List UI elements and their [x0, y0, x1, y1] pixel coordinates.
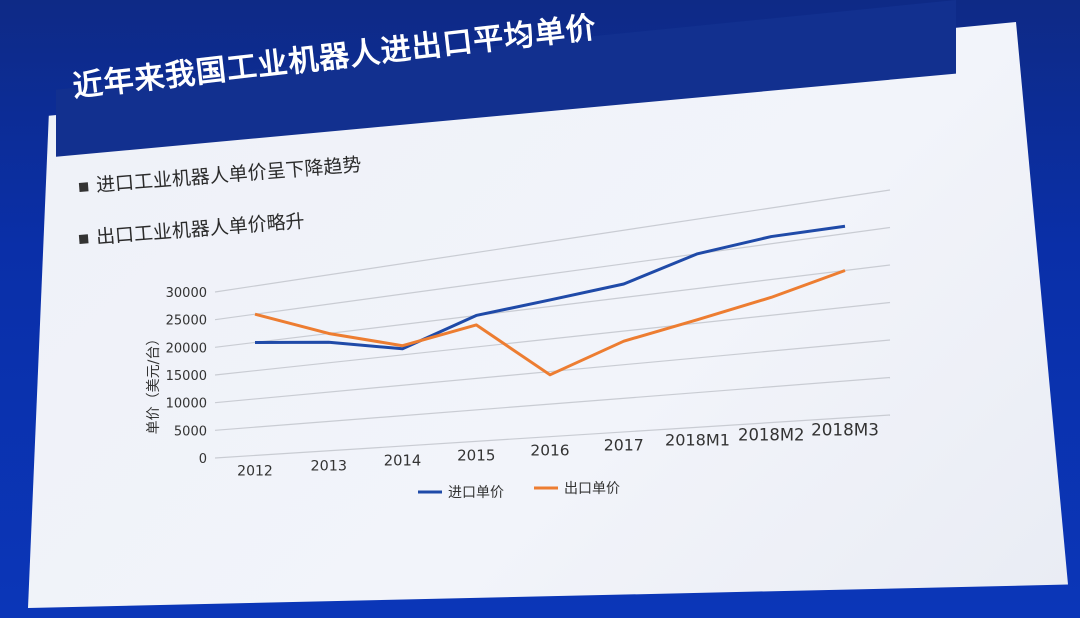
x-tick-label: 2015 [457, 446, 495, 464]
gridline-15000 [214, 301, 891, 376]
gridline-25000 [214, 226, 891, 321]
x-tick-label: 2018M1 [665, 430, 730, 449]
legend-label: 出口单价 [564, 481, 620, 497]
y-tick-label: 25000 [166, 314, 207, 329]
y-tick-label: 0 [199, 452, 207, 467]
x-tick-label: 2018M3 [811, 419, 879, 439]
x-tick-label: 2016 [530, 441, 569, 459]
y-axis-label: 单价（美元/台） [146, 332, 162, 435]
legend-label: 进口单价 [448, 485, 504, 501]
y-tick-label: 15000 [166, 369, 207, 384]
series-line-export [254, 269, 846, 377]
x-tick-label: 2018M2 [738, 425, 804, 444]
y-tick-label: 5000 [174, 424, 207, 439]
y-tick-label: 10000 [166, 397, 207, 412]
x-tick-label: 2014 [384, 452, 421, 469]
gridline-0 [214, 414, 891, 459]
x-tick-label: 2013 [310, 458, 347, 474]
gridline-10000 [214, 339, 891, 404]
series-line-import [254, 224, 846, 351]
gridline-30000 [214, 189, 891, 293]
y-tick-label: 30000 [166, 286, 207, 301]
gridline-5000 [214, 376, 891, 431]
y-tick-label: 20000 [166, 341, 207, 356]
x-tick-label: 2012 [237, 463, 273, 479]
x-tick-label: 2017 [604, 435, 644, 454]
